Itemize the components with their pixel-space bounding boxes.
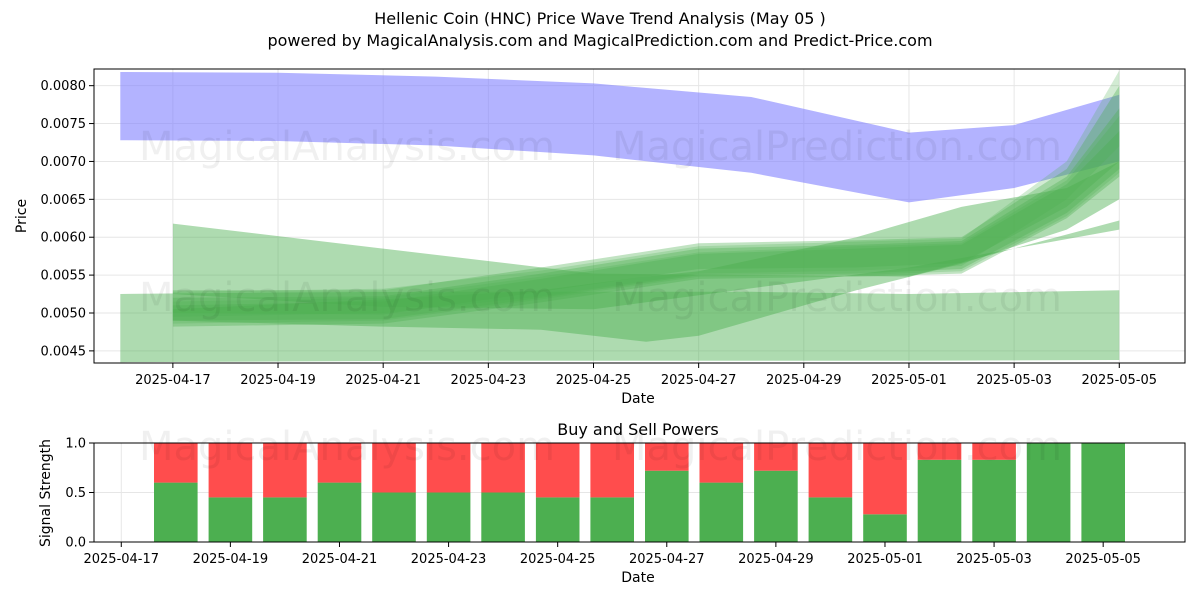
buy-bar bbox=[1081, 443, 1125, 542]
x-tick-label: 2025-04-21 bbox=[302, 552, 378, 567]
sell-bar bbox=[699, 443, 744, 483]
buy-bar bbox=[590, 497, 634, 542]
x-tick-label: 2025-04-27 bbox=[661, 373, 737, 388]
price-x-axis: 2025-04-17 2025-04-19 2025-04-21 2025-04-23… bbox=[135, 363, 1157, 388]
x-tick-label: 2025-05-03 bbox=[956, 552, 1032, 567]
blue-wave-band bbox=[120, 72, 1120, 203]
x-tick-label: 2025-05-01 bbox=[871, 373, 947, 388]
green-wave-band-4 bbox=[172, 85, 1120, 315]
buy-bar bbox=[699, 482, 744, 542]
green-wave-band-8 bbox=[172, 116, 1120, 324]
green-wave-band-3 bbox=[172, 161, 1120, 342]
x-tick-label: 2025-04-25 bbox=[556, 373, 632, 388]
buy-bar bbox=[1026, 443, 1071, 542]
sell-bar bbox=[645, 443, 689, 471]
x-tick-label: 2025-04-19 bbox=[193, 552, 269, 567]
signal-y-axis-label: Signal Strength bbox=[38, 439, 54, 547]
signal-x-axis-label: Date bbox=[621, 570, 654, 586]
watermark: MagicalAnalysis.com bbox=[139, 275, 555, 321]
buy-bar bbox=[863, 514, 907, 542]
sell-bar bbox=[372, 443, 416, 493]
buy-bar bbox=[317, 482, 362, 542]
y-tick-label: 0.5 bbox=[65, 486, 86, 501]
green-wave-band-6 bbox=[172, 131, 1120, 327]
sell-bar bbox=[208, 443, 253, 498]
sell-bar bbox=[590, 443, 634, 498]
buy-bar bbox=[917, 459, 962, 542]
x-tick-label: 2025-04-27 bbox=[629, 552, 705, 567]
price-watermarks: MagicalAnalysis.com MagicalPrediction.co… bbox=[139, 124, 1062, 321]
sell-bar bbox=[863, 443, 907, 515]
y-tick-label: 1.0 bbox=[65, 437, 86, 452]
y-tick-label: 0.0060 bbox=[41, 231, 87, 246]
x-tick-label: 2025-04-17 bbox=[83, 552, 159, 567]
y-tick-label: 0.0050 bbox=[41, 306, 87, 321]
y-tick-label: 0.0055 bbox=[41, 269, 87, 284]
sell-bar bbox=[808, 443, 853, 498]
signal-bars bbox=[154, 443, 1125, 542]
green-wave-band-2 bbox=[120, 290, 1120, 363]
x-tick-label: 2025-05-01 bbox=[847, 552, 923, 567]
buy-bar bbox=[972, 459, 1016, 542]
watermark: MagicalAnalysis.com bbox=[139, 124, 555, 170]
x-tick-label: 2025-05-05 bbox=[1081, 373, 1157, 388]
chart-subtitle: powered by MagicalAnalysis.com and Magic… bbox=[267, 31, 933, 50]
x-tick-label: 2025-04-23 bbox=[411, 552, 487, 567]
price-x-axis-label: Date bbox=[621, 391, 654, 407]
green-wave-band-7 bbox=[172, 70, 1120, 317]
buy-bar bbox=[263, 497, 307, 542]
watermark: MagicalPrediction.com bbox=[612, 275, 1062, 321]
price-y-axis-label: Price bbox=[14, 199, 30, 233]
x-tick-label: 2025-04-29 bbox=[766, 373, 842, 388]
sell-bar bbox=[263, 443, 307, 498]
signal-y-axis: 0.0 0.5 1.0 bbox=[65, 437, 94, 551]
sell-bar bbox=[754, 443, 798, 471]
watermark: MagicalPrediction.com bbox=[612, 424, 1062, 470]
x-tick-label: 2025-04-21 bbox=[345, 373, 421, 388]
buy-sell-title: Buy and Sell Powers bbox=[557, 420, 719, 439]
x-tick-label: 2025-05-05 bbox=[1065, 552, 1141, 567]
buy-bar bbox=[808, 497, 853, 542]
x-tick-label: 2025-04-23 bbox=[451, 373, 527, 388]
y-tick-label: 0.0045 bbox=[41, 344, 87, 359]
sell-bar bbox=[317, 443, 362, 483]
y-tick-label: 0.0070 bbox=[41, 155, 87, 170]
buy-bar bbox=[426, 492, 471, 542]
y-tick-label: 0.0080 bbox=[41, 79, 87, 94]
y-tick-label: 0.0075 bbox=[41, 117, 87, 132]
buy-bar bbox=[372, 492, 416, 542]
buy-bar bbox=[481, 492, 525, 542]
green-wave-band-1 bbox=[172, 220, 1120, 310]
price-y-axis: 0.0045 0.0050 0.0055 0.0060 0.0065 0.0070 0.00… bbox=[41, 79, 94, 359]
x-tick-label: 2025-05-03 bbox=[976, 373, 1052, 388]
buy-bar bbox=[535, 497, 580, 542]
x-tick-label: 2025-04-25 bbox=[520, 552, 596, 567]
green-wave-band-5 bbox=[172, 108, 1120, 321]
x-tick-label: 2025-04-29 bbox=[738, 552, 814, 567]
buy-bar bbox=[754, 470, 798, 542]
chart-title: Hellenic Coin (HNC) Price Wave Trend Ana… bbox=[374, 9, 826, 28]
buy-bar bbox=[154, 482, 198, 542]
price-plot-frame bbox=[93, 68, 1186, 364]
sell-bar bbox=[972, 443, 1016, 460]
sell-bar bbox=[426, 443, 471, 493]
buy-bar bbox=[645, 470, 689, 542]
sell-bar bbox=[535, 443, 580, 498]
x-tick-label: 2025-04-19 bbox=[240, 373, 316, 388]
signal-x-axis: 2025-04-17 2025-04-19 2025-04-21 2025-04-23… bbox=[83, 542, 1141, 567]
y-tick-label: 0.0 bbox=[65, 536, 86, 551]
sell-bar bbox=[917, 443, 962, 460]
watermark: MagicalPrediction.com bbox=[612, 124, 1062, 170]
watermark: MagicalAnalysis.com bbox=[139, 424, 555, 470]
sell-bar bbox=[154, 443, 198, 483]
price-wave-bands bbox=[120, 70, 1120, 363]
buy-bar bbox=[208, 497, 253, 542]
sell-bar bbox=[481, 443, 525, 493]
signal-watermarks: MagicalAnalysis.com MagicalPrediction.co… bbox=[139, 424, 1062, 470]
x-tick-label: 2025-04-17 bbox=[135, 373, 211, 388]
y-tick-label: 0.0065 bbox=[41, 193, 87, 208]
